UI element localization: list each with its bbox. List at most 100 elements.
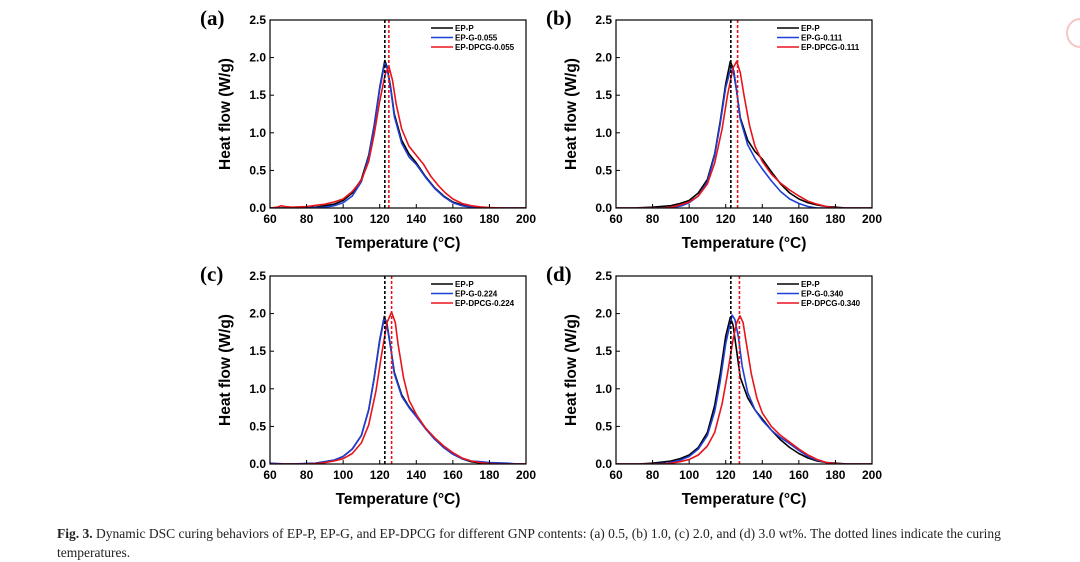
y-tick-label: 1.5 <box>249 88 266 102</box>
x-tick-label: 180 <box>479 468 499 482</box>
x-tick-label: 200 <box>862 212 882 226</box>
series-line-ep-dpcg-0.224 <box>270 311 526 464</box>
x-axis-label: Temperature (°C) <box>336 491 461 508</box>
y-tick-label: 2.0 <box>249 307 266 321</box>
legend-label: EP-P <box>455 24 474 33</box>
x-tick-label: 60 <box>263 468 277 482</box>
legend-label: EP-DPCG-0.340 <box>801 299 861 308</box>
y-tick-label: 1.0 <box>595 382 612 396</box>
x-tick-label: 80 <box>646 212 660 226</box>
legend-label: EP-G-0.224 <box>455 290 498 299</box>
panel-label: (a) <box>200 6 225 30</box>
y-tick-label: 1.5 <box>249 344 266 358</box>
series-line-ep-p <box>270 59 526 208</box>
y-tick-label: 0.5 <box>249 419 266 433</box>
y-tick-label: 0.5 <box>249 163 266 177</box>
x-tick-label: 180 <box>825 468 845 482</box>
legend-label: EP-DPCG-0.111 <box>801 43 860 52</box>
series-line-ep-dpcg-0.055 <box>270 65 526 208</box>
x-tick-label: 200 <box>862 468 882 482</box>
series-line-ep-dpcg-0.111 <box>616 60 872 208</box>
x-tick-label: 100 <box>333 212 353 226</box>
x-tick-label: 120 <box>716 468 736 482</box>
x-tick-label: 180 <box>479 212 499 226</box>
x-tick-label: 100 <box>333 468 353 482</box>
panel-c: (c) 60 80 100 120 140 160 180 200 0.0 0.5 1.0 1.5 2.0… <box>200 262 536 508</box>
series-line-ep-p <box>616 316 872 464</box>
caption-text: Dynamic DSC curing behaviors of EP-P, EP… <box>57 526 1001 560</box>
x-tick-label: 180 <box>825 212 845 226</box>
x-tick-label: 140 <box>752 468 772 482</box>
x-tick-label: 140 <box>406 468 426 482</box>
series-line-ep-dpcg-0.340 <box>616 315 872 464</box>
y-tick-label: 0.0 <box>249 201 266 215</box>
x-axis-label: Temperature (°C) <box>682 491 807 508</box>
y-tick-label: 0.0 <box>249 457 266 471</box>
x-tick-label: 120 <box>370 468 390 482</box>
plot-frame <box>269 275 527 465</box>
x-tick-label: 200 <box>516 212 536 226</box>
panel-label: (b) <box>546 6 572 30</box>
caption-label: Fig. 3. <box>57 526 93 541</box>
x-tick-label: 100 <box>679 212 699 226</box>
y-axis-label: Heat flow (W/g) <box>217 58 234 170</box>
x-tick-label: 120 <box>370 212 390 226</box>
x-tick-label: 80 <box>300 212 314 226</box>
legend-label: EP-P <box>801 280 820 289</box>
x-axis-label: Temperature (°C) <box>682 235 807 252</box>
panel-b: (b) 60 80 100 120 140 160 180 200 0.0 0.5 1.0 1.5 2.0… <box>546 6 882 252</box>
panel-label: (d) <box>546 262 572 286</box>
y-axis-label: Heat flow (W/g) <box>563 314 580 426</box>
series-line-ep-g-0.111 <box>616 65 872 208</box>
y-tick-label: 1.0 <box>249 382 266 396</box>
plot-frame <box>615 19 873 209</box>
y-tick-label: 2.0 <box>249 51 266 65</box>
y-tick-label: 2.0 <box>595 307 612 321</box>
y-tick-label: 2.5 <box>595 269 612 283</box>
x-tick-label: 60 <box>609 468 623 482</box>
plot-frame <box>615 275 873 465</box>
y-tick-label: 1.0 <box>595 126 612 140</box>
legend-label: EP-DPCG-0.055 <box>455 43 515 52</box>
panel-label: (c) <box>200 262 223 286</box>
y-tick-label: 2.5 <box>249 13 266 27</box>
y-axis-label: Heat flow (W/g) <box>217 314 234 426</box>
x-tick-label: 140 <box>406 212 426 226</box>
legend-label: EP-G-0.055 <box>455 34 498 43</box>
y-axis-label: Heat flow (W/g) <box>563 58 580 170</box>
legend-label: EP-G-0.340 <box>801 290 844 299</box>
x-tick-label: 160 <box>443 212 463 226</box>
series-line-ep-g-0.055 <box>270 62 526 208</box>
y-tick-label: 0.5 <box>595 163 612 177</box>
y-tick-label: 0.5 <box>595 419 612 433</box>
x-tick-label: 60 <box>609 212 623 226</box>
x-axis-label: Temperature (°C) <box>336 235 461 252</box>
y-tick-label: 0.0 <box>595 201 612 215</box>
legend-label: EP-P <box>801 24 820 33</box>
legend-label: EP-DPCG-0.224 <box>455 299 515 308</box>
x-tick-label: 80 <box>646 468 660 482</box>
y-tick-label: 2.0 <box>595 51 612 65</box>
legend-label: EP-G-0.111 <box>801 34 843 43</box>
y-tick-label: 2.5 <box>595 13 612 27</box>
x-tick-label: 160 <box>789 212 809 226</box>
x-tick-label: 100 <box>679 468 699 482</box>
legend-label: EP-P <box>455 280 474 289</box>
x-tick-label: 120 <box>716 212 736 226</box>
x-tick-label: 160 <box>443 468 463 482</box>
figure-caption: Fig. 3. Dynamic DSC curing behaviors of … <box>57 524 1067 562</box>
panel-d: (d) 60 80 100 120 140 160 180 200 0.0 0.5 1.0 1.5 2.0… <box>546 262 882 508</box>
dsc-figure: (a) 60 80 100 120 140 160 180 200 0.0 0.5 1.0 1.5 2.0… <box>200 6 882 508</box>
y-tick-label: 1.5 <box>595 88 612 102</box>
plot-frame <box>269 19 527 209</box>
y-tick-label: 1.5 <box>595 344 612 358</box>
x-tick-label: 140 <box>752 212 772 226</box>
y-tick-label: 1.0 <box>249 126 266 140</box>
series-line-ep-g-0.340 <box>616 314 872 464</box>
y-tick-label: 0.0 <box>595 457 612 471</box>
x-tick-label: 80 <box>300 468 314 482</box>
y-tick-label: 2.5 <box>249 269 266 283</box>
x-tick-label: 200 <box>516 468 536 482</box>
x-tick-label: 60 <box>263 212 277 226</box>
panel-a: (a) 60 80 100 120 140 160 180 200 0.0 0.5 1.0 1.5 2.0… <box>200 6 536 252</box>
